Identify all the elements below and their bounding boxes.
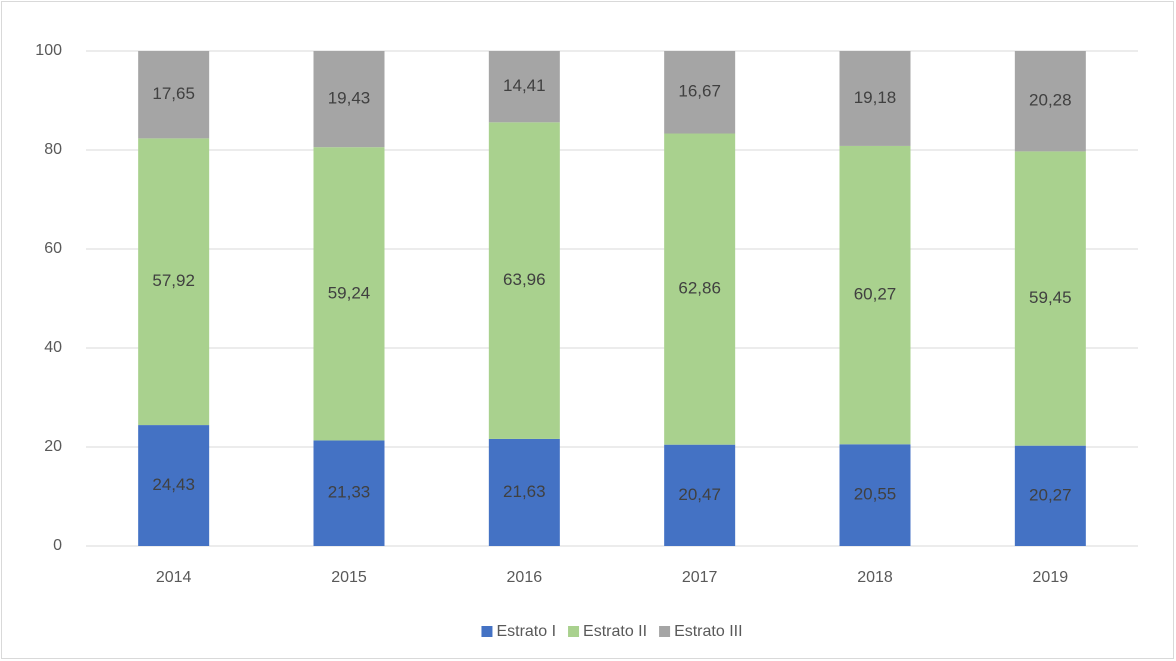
bar-segment	[488, 51, 560, 123]
data-label: 20,27	[1029, 485, 1072, 504]
data-label: 21,33	[328, 483, 371, 502]
y-tick-label: 0	[53, 537, 62, 554]
data-label: 20,28	[1029, 91, 1072, 110]
data-label: 59,24	[328, 283, 371, 302]
x-tick-label: 2014	[156, 569, 192, 586]
legend-label: Estrato I	[496, 623, 556, 640]
legend-label: Estrato III	[674, 623, 742, 640]
bar-segment	[488, 438, 560, 546]
legend-swatch	[481, 626, 493, 637]
data-label: 14,41	[503, 76, 546, 95]
legend-swatch	[568, 626, 580, 637]
bar-segment	[138, 138, 210, 426]
y-tick-label: 60	[44, 240, 62, 257]
x-tick-label: 2017	[682, 569, 718, 586]
data-label: 60,27	[854, 285, 897, 304]
data-label: 20,55	[854, 485, 897, 504]
bar-segment	[839, 145, 911, 445]
bar-segment	[313, 440, 385, 546]
bar-segment	[488, 122, 560, 439]
bar-segment	[839, 51, 911, 146]
bar-segment	[313, 147, 385, 441]
bar-segment	[138, 425, 210, 546]
bar-segment	[664, 133, 736, 445]
bar-segment	[664, 51, 736, 134]
x-tick-label: 2019	[1033, 569, 1069, 586]
data-label: 16,67	[678, 82, 721, 101]
bar-segment	[1014, 151, 1086, 446]
y-tick-label: 20	[44, 438, 62, 455]
bar-segment	[138, 51, 210, 139]
x-tick-label: 2016	[507, 569, 543, 586]
y-tick-label: 80	[44, 141, 62, 158]
data-label: 17,65	[152, 84, 195, 103]
data-label: 19,18	[854, 88, 897, 107]
bar-segment	[313, 51, 385, 148]
data-label: 20,47	[678, 485, 721, 504]
data-label: 63,96	[503, 270, 546, 289]
x-tick-label: 2018	[857, 569, 893, 586]
bar-segment	[664, 444, 736, 546]
bar-segment	[1014, 445, 1086, 546]
data-label: 19,43	[328, 89, 371, 108]
data-label: 21,63	[503, 482, 546, 501]
y-tick-label: 100	[35, 42, 62, 59]
data-label: 62,86	[678, 279, 721, 298]
bar-segment	[1014, 51, 1086, 152]
y-tick-label: 40	[44, 339, 62, 356]
data-label: 24,43	[152, 475, 195, 494]
data-label: 57,92	[152, 271, 195, 290]
x-tick-label: 2015	[331, 569, 367, 586]
data-label: 59,45	[1029, 288, 1072, 307]
legend-label: Estrato II	[583, 623, 647, 640]
legend-swatch	[659, 626, 671, 637]
bar-segment	[839, 444, 911, 546]
